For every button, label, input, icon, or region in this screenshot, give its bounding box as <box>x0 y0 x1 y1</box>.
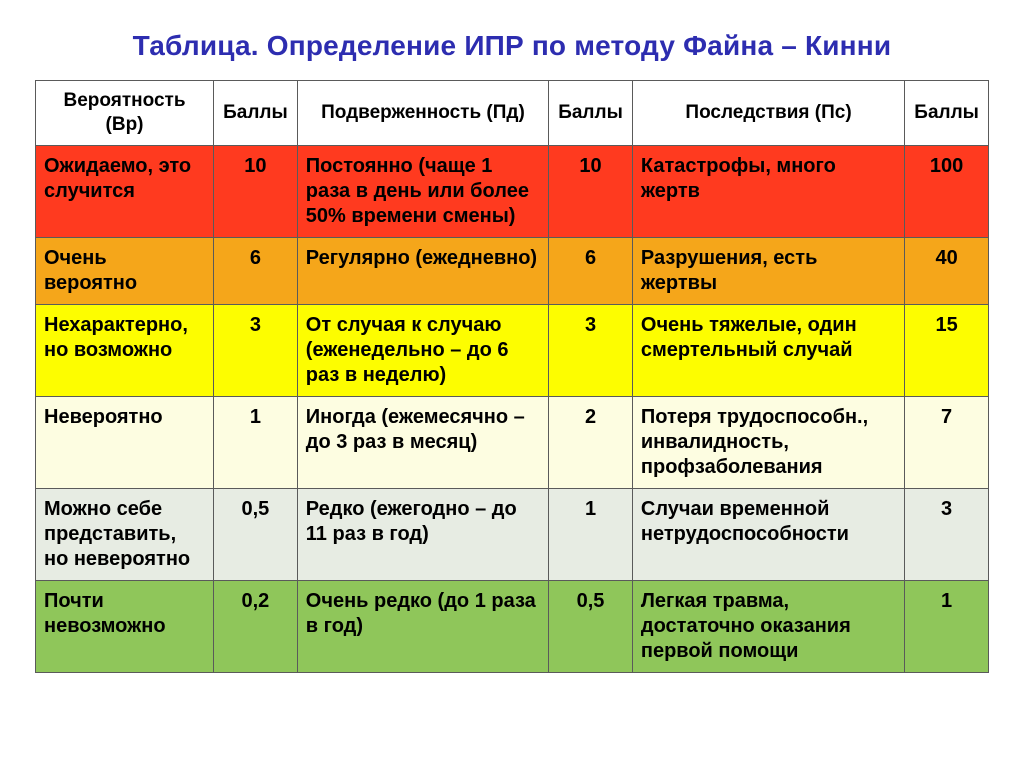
cell-prob-score: 3 <box>214 304 298 396</box>
header-cons-score: Баллы <box>905 81 989 146</box>
cell-prob-score: 10 <box>214 145 298 237</box>
cell-cons-score: 1 <box>905 580 989 672</box>
page-title: Таблица. Определение ИПР по методу Файна… <box>35 30 989 62</box>
cell-prob-score: 1 <box>214 396 298 488</box>
header-consequence: Последствия (Пс) <box>632 81 904 146</box>
cell-consequence: Потеря трудоспособн., инвалидность, проф… <box>632 396 904 488</box>
cell-exp-score: 0,5 <box>549 580 633 672</box>
cell-probability: Невероятно <box>36 396 214 488</box>
cell-probability: Нехарактерно, но возможно <box>36 304 214 396</box>
cell-exp-score: 10 <box>549 145 633 237</box>
cell-prob-score: 6 <box>214 237 298 304</box>
cell-probability: Можно себе представить, но невероятно <box>36 488 214 580</box>
header-exp-score: Баллы <box>549 81 633 146</box>
cell-prob-score: 0,2 <box>214 580 298 672</box>
cell-exp-score: 2 <box>549 396 633 488</box>
cell-cons-score: 3 <box>905 488 989 580</box>
cell-exp-score: 3 <box>549 304 633 396</box>
table-row: Почти невозможно0,2Очень редко (до 1 раз… <box>36 580 989 672</box>
cell-cons-score: 40 <box>905 237 989 304</box>
cell-consequence: Случаи временной нетрудоспособности <box>632 488 904 580</box>
table-row: Невероятно1Иногда (ежемесячно – до 3 раз… <box>36 396 989 488</box>
header-prob-score: Баллы <box>214 81 298 146</box>
cell-exposure: Редко (ежегодно – до 11 раз в год) <box>297 488 548 580</box>
cell-exposure: От случая к случаю (еженедельно – до 6 р… <box>297 304 548 396</box>
cell-exp-score: 1 <box>549 488 633 580</box>
cell-probability: Почти невозможно <box>36 580 214 672</box>
cell-exposure: Регулярно (ежедневно) <box>297 237 548 304</box>
cell-consequence: Очень тяжелые, один смертельный случай <box>632 304 904 396</box>
cell-consequence: Разрушения, есть жертвы <box>632 237 904 304</box>
table-row: Можно себе представить, но невероятно0,5… <box>36 488 989 580</box>
risk-table: Вероятность (Вр) Баллы Подверженность (П… <box>35 80 989 673</box>
header-exposure: Подверженность (Пд) <box>297 81 548 146</box>
table-row: Ожидаемо, это случится10Постоянно (чаще … <box>36 145 989 237</box>
table-body: Ожидаемо, это случится10Постоянно (чаще … <box>36 145 989 672</box>
cell-probability: Ожидаемо, это случится <box>36 145 214 237</box>
cell-cons-score: 15 <box>905 304 989 396</box>
cell-consequence: Легкая травма, достаточно оказания перво… <box>632 580 904 672</box>
cell-probability: Очень вероятно <box>36 237 214 304</box>
cell-exposure: Постоянно (чаще 1 раза в день или более … <box>297 145 548 237</box>
cell-consequence: Катастрофы, много жертв <box>632 145 904 237</box>
table-row: Нехарактерно, но возможно3От случая к сл… <box>36 304 989 396</box>
cell-exp-score: 6 <box>549 237 633 304</box>
table-header-row: Вероятность (Вр) Баллы Подверженность (П… <box>36 81 989 146</box>
header-probability: Вероятность (Вр) <box>36 81 214 146</box>
cell-prob-score: 0,5 <box>214 488 298 580</box>
cell-cons-score: 7 <box>905 396 989 488</box>
cell-exposure: Иногда (ежемесячно – до 3 раз в месяц) <box>297 396 548 488</box>
cell-exposure: Очень редко (до 1 раза в год) <box>297 580 548 672</box>
cell-cons-score: 100 <box>905 145 989 237</box>
table-row: Очень вероятно6Регулярно (ежедневно)6Раз… <box>36 237 989 304</box>
